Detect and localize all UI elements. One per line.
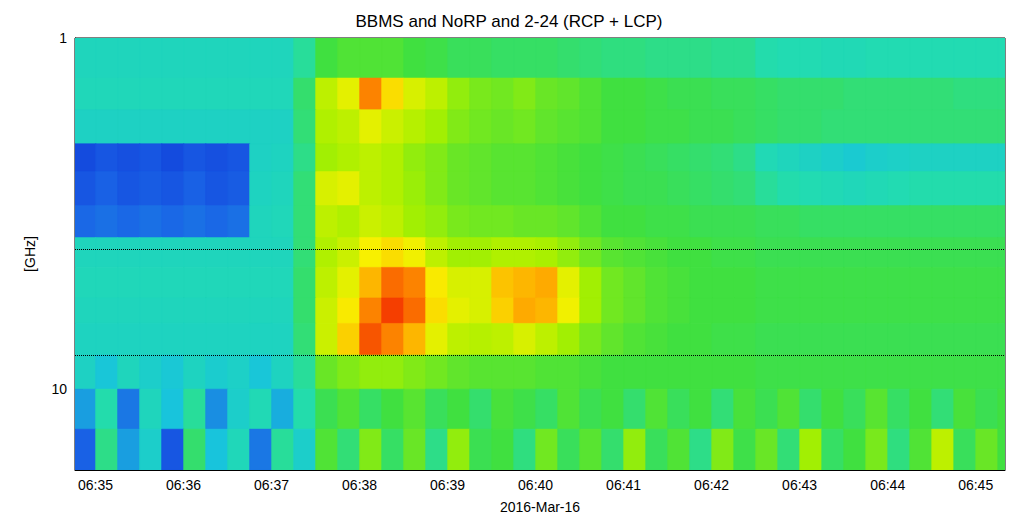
svg-text:06:44: 06:44: [870, 477, 905, 493]
svg-text:1: 1: [59, 30, 67, 46]
svg-text:06:45: 06:45: [958, 477, 993, 493]
svg-text:2016-Mar-16: 2016-Mar-16: [500, 499, 580, 515]
svg-text:10: 10: [51, 381, 67, 397]
svg-text:06:37: 06:37: [254, 477, 289, 493]
svg-text:06:40: 06:40: [518, 477, 553, 493]
svg-text:BBMS and NoRP and 2-24 (RCP +: BBMS and NoRP and 2-24 (RCP + LCP): [356, 12, 663, 31]
svg-text:06:41: 06:41: [606, 477, 641, 493]
svg-text:06:38: 06:38: [342, 477, 377, 493]
svg-text:06:43: 06:43: [782, 477, 817, 493]
svg-text:06:39: 06:39: [430, 477, 465, 493]
svg-text:06:36: 06:36: [166, 477, 201, 493]
svg-text:06:42: 06:42: [694, 477, 729, 493]
svg-text:[GHz]: [GHz]: [22, 236, 38, 272]
svg-text:06:35: 06:35: [78, 477, 113, 493]
